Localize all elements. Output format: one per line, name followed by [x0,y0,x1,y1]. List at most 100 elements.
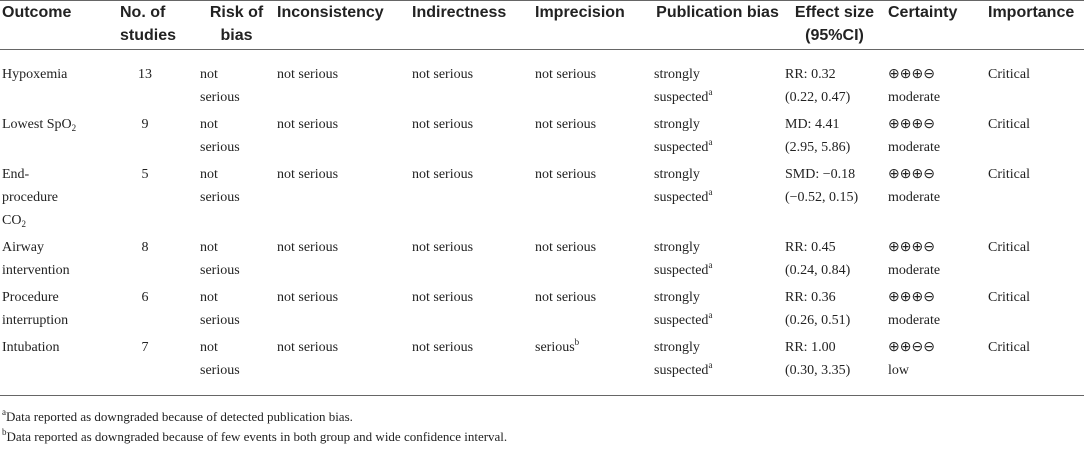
table-cell: Critical [986,50,1084,112]
table-cell: Lowest SpO2 [0,111,118,161]
table-cell: 8 [118,234,198,284]
cell-text: Critical [988,117,1030,132]
cell-text: low [888,363,909,378]
cell-text: (2.95, 5.86) [785,140,851,155]
cell-text: Critical [988,167,1030,182]
cell-text: strongly suspected [654,117,709,155]
column-header: Importance [988,4,1075,21]
cell-text: not serious [412,67,474,82]
table-cell: SMD: −0.18 (−0.52, 0.15) [783,161,886,234]
cell-text: Critical [988,67,1030,82]
footnote: aData reported as downgraded because of … [2,407,1082,427]
table-cell: not serious [410,161,533,234]
footnote-text: Data reported as downgraded because of d… [6,409,353,424]
cell-text: not serious [200,167,240,205]
cell-text: 6 [141,290,149,305]
cell-text: 9 [141,117,149,132]
cell-text: not serious [277,290,339,305]
cell-text: RR: 0.45 [785,240,836,255]
table-cell: not serious [410,334,533,396]
table-cell: 5 [118,161,198,234]
cell-text: not serious [200,117,240,155]
cell-text: moderate [888,90,941,105]
table-cell: not serious [410,234,533,284]
table-cell: ⊕⊕⊕⊖ moderate [886,161,986,234]
cell-text: not serious [200,240,240,278]
cell-text: not serious [412,240,474,255]
cell-text: not serious [412,167,474,182]
footnote-mark: a [708,137,713,147]
cell-text: strongly suspected [654,240,709,278]
table-cell: ⊕⊕⊖⊖ low [886,334,986,396]
cell-text: not serious [200,67,240,105]
cell-text: Critical [988,290,1030,305]
table-cell: strongly suspecteda [652,111,783,161]
table-row: Airway intervention 8 not serious not serio… [0,234,1084,284]
cell-text: moderate [888,313,941,328]
table-cell: Critical [986,284,1084,334]
cell-text: Lowest SpO [2,117,72,132]
column-header: Inconsistency [277,4,384,21]
cell-text: not serious [535,240,597,255]
footnote-mark: b [574,337,580,347]
table-cell: Hypoxemia [0,50,118,112]
cell-text: not serious [412,340,474,355]
grade-table: Outcome No. of studies Risk of bias Inconsi… [0,0,1084,396]
cell-text: (0.30, 3.35) [785,363,851,378]
table-cell: strongly suspecteda [652,334,783,396]
subscript: 2 [21,219,26,229]
cell-text: 8 [141,240,149,255]
table-cell: not serious [533,284,652,334]
cell-text: moderate [888,263,941,278]
table-cell: ⊕⊕⊕⊖ moderate [886,50,986,112]
table-cell: not serious [410,111,533,161]
cell-text: Critical [988,240,1030,255]
column-header: Indirectness [412,4,507,21]
header-row: Outcome No. of studies Risk of bias Inconsi… [0,1,1084,50]
table-cell: not serious [198,234,275,284]
cell-text: strongly suspected [654,290,709,328]
cell-text: RR: 0.36 [785,290,836,305]
cell-text: ⊕⊕⊖⊖ [888,340,935,355]
table-row: Hypoxemia 13 not serious not serious not ser… [0,50,1084,112]
cell-text: 13 [138,67,152,82]
column-header: No. of studies [120,4,177,44]
table-cell: RR: 0.32 (0.22, 0.47) [783,50,886,112]
cell-text: strongly suspected [654,67,709,105]
column-header: Publication bias [656,4,779,21]
column-header: Effect size (95%CI) [794,4,875,44]
table-cell: RR: 0.45 (0.24, 0.84) [783,234,886,284]
subscript: 2 [71,123,77,133]
table-cell: End-procedure CO2 [0,161,118,234]
table-header: Outcome No. of studies Risk of bias Inconsi… [0,1,1084,50]
table-cell: not serious [275,284,410,334]
cell-text: not serious [535,117,597,132]
table-cell: Critical [986,234,1084,284]
cell-text: RR: 0.32 [785,67,836,82]
cell-text: RR: 1.00 [785,340,836,355]
table-row: Intubation 7 not serious not serious not ser… [0,334,1084,396]
cell-text: strongly suspected [654,340,709,378]
cell-text: MD: 4.41 [785,117,840,132]
table-cell: ⊕⊕⊕⊖ moderate [886,284,986,334]
column-header: Imprecision [535,4,625,21]
table-cell: Critical [986,161,1084,234]
cell-text: not serious [412,117,474,132]
table-cell: not serious [410,284,533,334]
table-cell: Critical [986,334,1084,396]
cell-text: not serious [277,167,339,182]
table-cell: not serious [533,111,652,161]
table-cell: not serious [275,111,410,161]
cell-text: SMD: −0.18 [785,167,856,182]
cell-text: not serious [412,290,474,305]
cell-text: not serious [535,290,597,305]
cell-text: Hypoxemia [2,67,68,82]
cell-text: ⊕⊕⊕⊖ [888,67,935,82]
footnote-mark: a [2,407,6,417]
table-cell: not serious [275,334,410,396]
table-cell: not serious [198,111,275,161]
cell-text: 5 [141,167,149,182]
cell-text: Airway intervention [2,240,70,278]
table-cell: not serious [533,50,652,112]
table-cell: RR: 1.00 (0.30, 3.35) [783,334,886,396]
